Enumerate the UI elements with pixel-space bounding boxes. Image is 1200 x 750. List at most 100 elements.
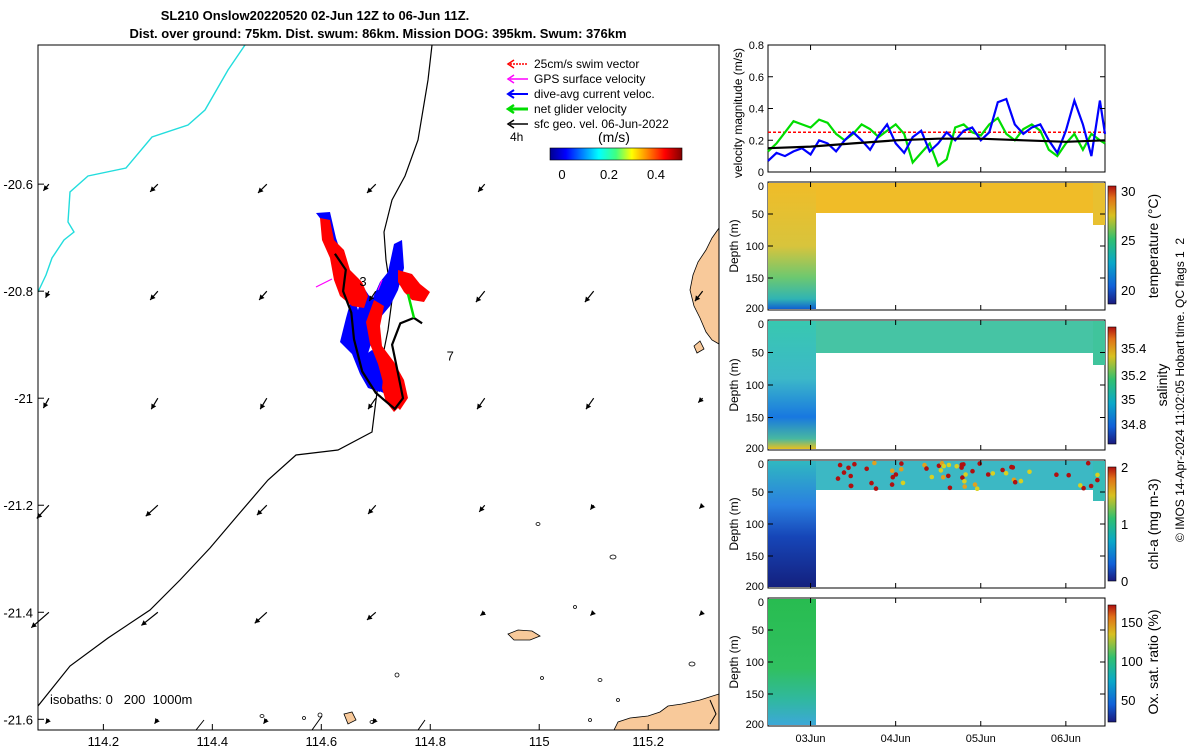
geo-velocity-arrow [697, 397, 704, 404]
section-ylabel: Depth (m) [727, 219, 741, 272]
colorbar-tick: 100 [1121, 654, 1143, 669]
legend-time-tag: 4h [510, 130, 523, 144]
land-shape [693, 340, 705, 354]
legend-swatch [506, 74, 515, 84]
chl-dot [1003, 470, 1009, 476]
track-day-label: 3 [359, 274, 366, 289]
colorbar-tick: 1 [1121, 517, 1128, 532]
chl-dot [977, 461, 982, 466]
map-x-tick-label: 114.8 [414, 734, 446, 749]
chl-dot [936, 463, 942, 469]
colorbar-tick: 150 [1121, 615, 1143, 630]
legend-label: 25cm/s swim vector [534, 57, 639, 71]
chl-dot [899, 461, 904, 466]
net-glider-velocity-arrow [406, 293, 416, 319]
geo-velocity-arrow [585, 397, 595, 410]
geo-velocity-arrow [145, 504, 159, 517]
geo-velocity-arrow [475, 290, 486, 303]
time-tick-label: 04Jun [881, 733, 911, 745]
depth-tick-label: 0 [758, 181, 764, 193]
land-shape [613, 693, 719, 730]
salinity-panel: Depth (m) 35.4 35.2 35 34.8 salinity [727, 319, 1170, 451]
section-data-deep [768, 599, 816, 725]
section-data-shallow [816, 461, 1093, 490]
chl-dot [946, 473, 951, 479]
geo-velocity-arrow [694, 290, 704, 302]
chl-dot [1095, 477, 1100, 483]
depth-tick-label: 100 [746, 657, 764, 669]
legend-colorbar [549, 147, 683, 161]
geo-velocity-arrow [367, 397, 377, 410]
depth-tick-label: 200 [746, 719, 764, 731]
chl-dot [835, 476, 841, 481]
colorbar-label: salinity [1154, 364, 1170, 407]
isobaths-label: isobaths: 0 200 1000m [50, 692, 192, 707]
legend-item-gps-surface-velocity: GPS surface velocity [506, 72, 645, 86]
geo-velocity-arrow [140, 611, 159, 626]
map-legend: 25cm/s swim vector GPS surface velocity … [505, 57, 683, 182]
chl-dot [848, 483, 854, 489]
geo-velocity-arrow [371, 718, 378, 725]
depth-tick-label: 100 [746, 380, 764, 392]
chl-high-value-dots [835, 460, 1100, 492]
chl-dot [873, 486, 879, 491]
colorbar-label: Ox. sat. ratio (%) [1145, 609, 1161, 714]
chl-dot [841, 470, 847, 475]
chl-dot [889, 468, 895, 474]
legend-label: dive-avg current veloc. [534, 87, 655, 101]
coastline-isobath-0m [38, 45, 246, 293]
section-data-deep [768, 321, 816, 449]
land-shape [507, 629, 541, 641]
geo-velocity-arrow [149, 183, 159, 193]
gps-surface-velocity-arrow [315, 278, 333, 288]
chl-dot [1018, 478, 1024, 484]
map-y-tick-label: -20.8 [3, 284, 33, 299]
legend-item-sfc-geo-vel: sfc geo. vel. 06-Jun-2022 [506, 117, 669, 131]
geo-velocity-arrow [698, 610, 705, 616]
oxygen-panel: Depth (m) 150 100 50 Ox. sat. ratio (%) [727, 597, 1161, 727]
legend-colorbar-tick: 0 [558, 167, 565, 182]
chl-dot [962, 484, 967, 489]
chl-dot [962, 479, 967, 484]
geo-velocity-arrow [254, 611, 268, 624]
geo-velocity-arrow [479, 610, 486, 617]
depth-tick-label: 0 [758, 597, 764, 609]
time-tick-label: 06Jun [1051, 733, 1081, 745]
isobath-1000m [195, 699, 717, 730]
chl-dot [1081, 485, 1086, 491]
chl-dot [1085, 460, 1091, 466]
depth-tick-label: 100 [746, 241, 764, 253]
geo-velocity-arrow [150, 397, 159, 410]
velocity-axes: 0 0.2 0.4 0.6 0.8 [749, 40, 1105, 179]
geo-velocity-arrow [698, 503, 705, 509]
legend-swatch [506, 59, 515, 69]
gps-surface-velocity-arrow [377, 279, 383, 291]
depth-tick-label: 150 [746, 689, 764, 701]
legend-label: GPS surface velocity [534, 72, 645, 86]
chl-dot [959, 462, 965, 468]
section-data-end [1093, 321, 1105, 365]
chl-dot [1000, 467, 1005, 473]
colorbar-tick: 35 [1121, 392, 1135, 407]
colorbar-tick: 50 [1121, 693, 1135, 708]
land-shape [689, 227, 719, 345]
section-ylabel: Depth (m) [727, 635, 741, 688]
chl-dot [1095, 472, 1100, 478]
depth-tick-label: 50 [752, 209, 764, 221]
chl-dot [869, 480, 874, 486]
geo-velocity-arrow [477, 183, 486, 193]
depth-tick-label: 50 [752, 487, 764, 499]
velocity-ylabel: velocity magnitude (m/s) [731, 48, 745, 178]
section-data-deep [768, 183, 816, 309]
chl-dot [848, 473, 853, 479]
track-day-labels: 37 [359, 274, 453, 364]
chl-dot [972, 482, 978, 487]
section-frame [767, 597, 1106, 727]
chl-dot [893, 472, 899, 477]
map-y-tick-label: -21.4 [3, 605, 33, 620]
geo-velocity-arrow [366, 611, 377, 621]
colorbar-tick: 34.8 [1121, 417, 1146, 432]
legend-item-swim-vector: 25cm/s swim vector [506, 57, 639, 71]
depth-tick-label: 200 [746, 443, 764, 455]
